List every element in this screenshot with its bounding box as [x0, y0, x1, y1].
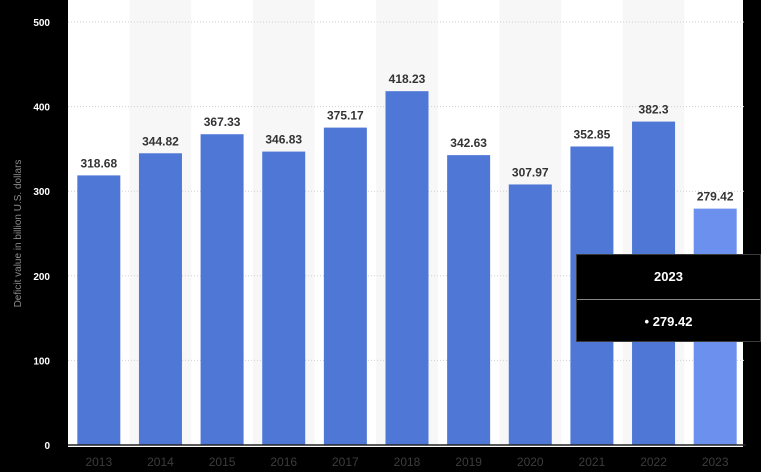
x-tick-label: 2017 — [332, 455, 359, 469]
y-tick-label: 0 — [44, 441, 50, 452]
data-label: 375.17 — [327, 109, 364, 123]
y-tick-label: 400 — [33, 103, 50, 114]
bar[interactable] — [385, 91, 429, 445]
x-tick-label: 2022 — [640, 455, 667, 469]
y-tick-label: 200 — [33, 272, 50, 283]
y-tick-label: 100 — [33, 356, 50, 367]
data-label: 279.42 — [697, 190, 734, 204]
tooltip-value: • 279.42 — [644, 314, 693, 329]
data-label: 352.85 — [574, 127, 611, 141]
x-tick-label: 2013 — [85, 455, 112, 469]
bar[interactable] — [323, 127, 367, 446]
x-tick-label: 2016 — [270, 455, 297, 469]
data-label: 342.63 — [450, 136, 487, 150]
x-tick-label: 2014 — [147, 455, 174, 469]
bar[interactable] — [138, 153, 182, 445]
x-tick-label: 2018 — [394, 455, 421, 469]
x-tick-label: 2019 — [455, 455, 482, 469]
x-tick-label: 2021 — [579, 455, 606, 469]
bar[interactable] — [262, 151, 306, 445]
bar[interactable] — [447, 155, 491, 446]
data-label: 344.82 — [142, 134, 179, 148]
tooltip-title: 2023 — [577, 255, 760, 300]
chart-tooltip: 2023 • 279.42 — [576, 254, 761, 342]
bar[interactable] — [508, 184, 552, 445]
data-label: 418.23 — [389, 72, 426, 86]
y-tick-label: 300 — [33, 187, 50, 198]
data-label: 346.83 — [265, 133, 302, 147]
data-label: 318.68 — [80, 156, 117, 170]
x-tick-label: 2020 — [517, 455, 544, 469]
x-tick-label: 2023 — [702, 455, 729, 469]
data-label: 307.97 — [512, 165, 549, 179]
bar[interactable] — [200, 134, 244, 445]
y-axis-label: Deficit value in billion U.S. dollars — [13, 160, 24, 308]
data-label: 367.33 — [204, 115, 241, 129]
x-tick-label: 2015 — [209, 455, 236, 469]
data-label: 382.3 — [639, 103, 669, 117]
y-tick-label: 500 — [33, 18, 50, 29]
bar[interactable] — [77, 175, 121, 445]
